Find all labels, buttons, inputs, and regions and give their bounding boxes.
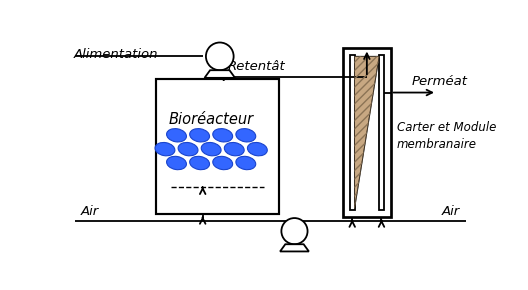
Ellipse shape <box>248 142 267 156</box>
Ellipse shape <box>190 156 210 170</box>
Bar <box>156 79 279 214</box>
Polygon shape <box>354 56 379 209</box>
Ellipse shape <box>213 156 233 170</box>
Text: Retentât: Retentât <box>228 60 285 73</box>
Circle shape <box>281 218 307 244</box>
Ellipse shape <box>178 142 198 156</box>
Ellipse shape <box>166 128 186 142</box>
Text: Carter et Module
membranaire: Carter et Module membranaire <box>397 121 496 151</box>
Bar <box>379 55 384 210</box>
Ellipse shape <box>155 142 175 156</box>
Text: Perméat: Perméat <box>412 75 468 88</box>
Text: Bioréacteur: Bioréacteur <box>169 113 254 127</box>
Ellipse shape <box>236 128 256 142</box>
Text: Alimentation: Alimentation <box>73 48 158 61</box>
Ellipse shape <box>213 128 233 142</box>
Polygon shape <box>280 244 309 251</box>
Ellipse shape <box>190 128 210 142</box>
Bar <box>350 55 354 210</box>
Ellipse shape <box>236 156 256 170</box>
Bar <box>343 48 391 217</box>
Text: Air: Air <box>81 205 99 218</box>
Ellipse shape <box>201 142 221 156</box>
Polygon shape <box>204 70 235 78</box>
Ellipse shape <box>224 142 244 156</box>
Text: Air: Air <box>442 205 460 218</box>
Ellipse shape <box>166 156 186 170</box>
Circle shape <box>206 43 234 70</box>
